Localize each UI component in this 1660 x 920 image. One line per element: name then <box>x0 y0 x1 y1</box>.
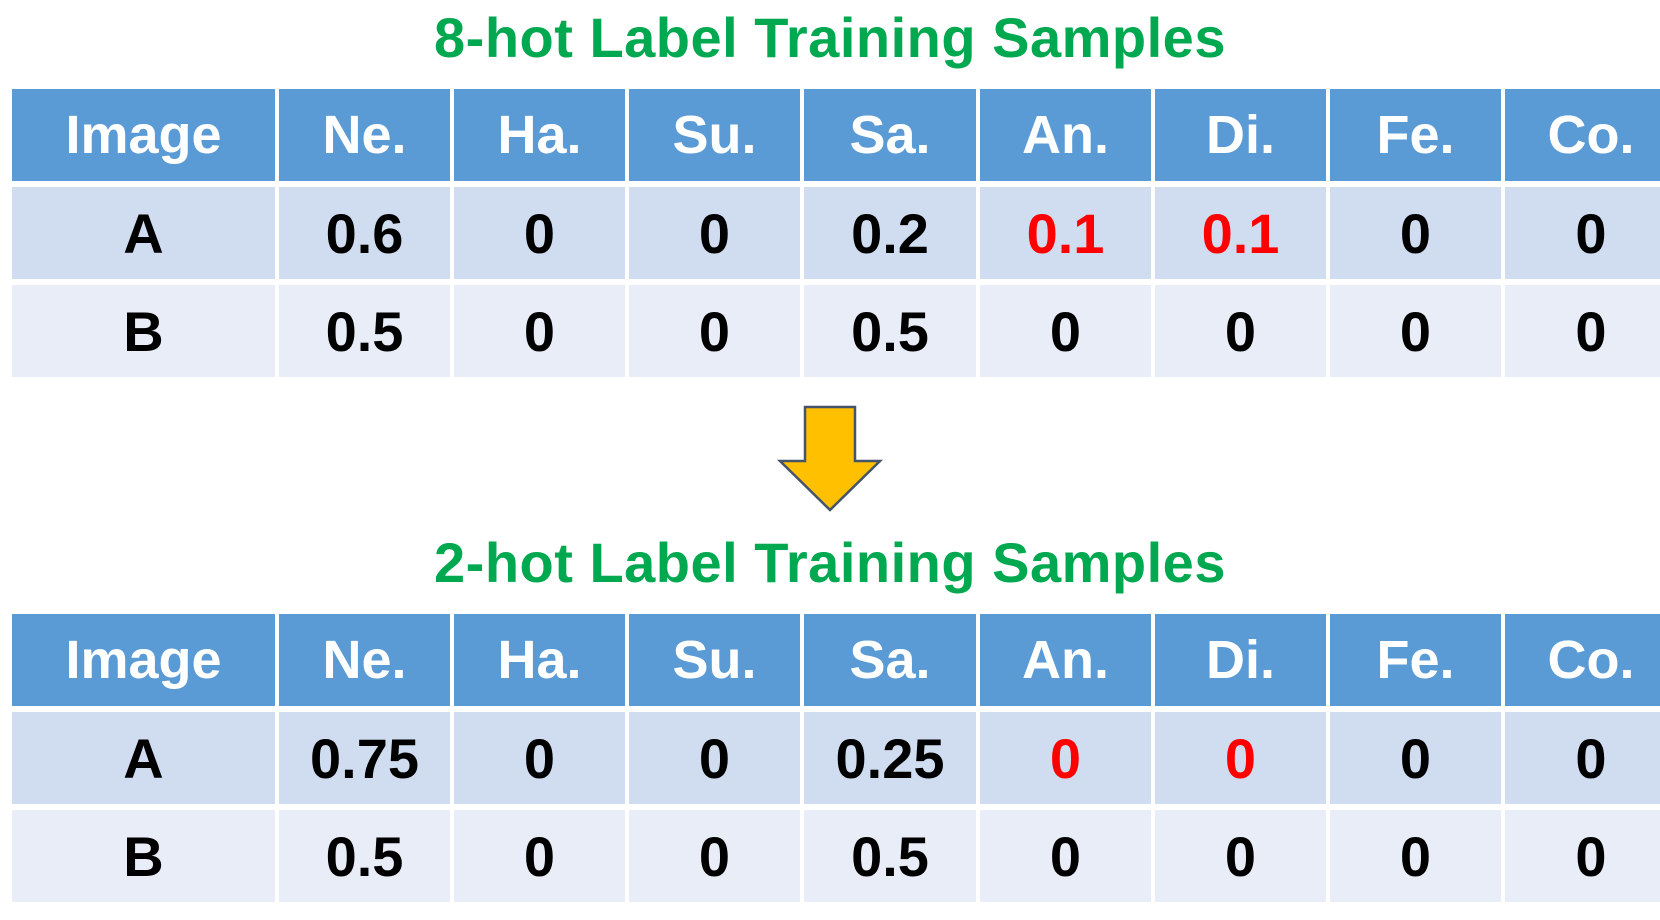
row-a-ha: 0 <box>454 712 625 804</box>
header-an: An. <box>980 614 1151 706</box>
row-b-di: 0 <box>1155 810 1326 902</box>
header-ne: Ne. <box>279 614 450 706</box>
bottom-table-title: 2-hot Label Training Samples <box>434 531 1226 594</box>
row-b-an: 0 <box>980 810 1151 902</box>
header-image: Image <box>12 89 275 181</box>
row-a-fe: 0 <box>1330 712 1501 804</box>
row-a-an-highlighted: 0 <box>980 712 1151 804</box>
header-co: Co. <box>1505 89 1660 181</box>
top-table-title: 8-hot Label Training Samples <box>434 6 1226 69</box>
row-b-image: B <box>12 285 275 377</box>
row-b-fe: 0 <box>1330 285 1501 377</box>
row-a-co: 0 <box>1505 187 1660 279</box>
row-b-image: B <box>12 810 275 902</box>
row-b-ne: 0.5 <box>279 810 450 902</box>
row-a-ha: 0 <box>454 187 625 279</box>
row-a-image: A <box>12 712 275 804</box>
header-ha: Ha. <box>454 89 625 181</box>
row-b-ha: 0 <box>454 810 625 902</box>
header-di: Di. <box>1155 614 1326 706</box>
row-a-ne: 0.75 <box>279 712 450 804</box>
row-b-su: 0 <box>629 810 800 902</box>
header-sa: Sa. <box>804 89 976 181</box>
bottom-label-table: Image Ne. Ha. Su. Sa. An. Di. Fe. Co. A … <box>12 614 1660 902</box>
row-b-an: 0 <box>980 285 1151 377</box>
header-an: An. <box>980 89 1151 181</box>
row-a-fe: 0 <box>1330 187 1501 279</box>
header-sa: Sa. <box>804 614 976 706</box>
row-b-sa: 0.5 <box>804 285 976 377</box>
row-b-co: 0 <box>1505 285 1660 377</box>
row-a-sa: 0.2 <box>804 187 976 279</box>
down-arrow-icon <box>776 405 884 512</box>
header-ha: Ha. <box>454 614 625 706</box>
row-b-su: 0 <box>629 285 800 377</box>
header-fe: Fe. <box>1330 89 1501 181</box>
row-a-image: A <box>12 187 275 279</box>
row-b-fe: 0 <box>1330 810 1501 902</box>
row-a-ne: 0.6 <box>279 187 450 279</box>
row-a-su: 0 <box>629 712 800 804</box>
row-a-su: 0 <box>629 187 800 279</box>
row-a-di-highlighted: 0 <box>1155 712 1326 804</box>
row-a-co: 0 <box>1505 712 1660 804</box>
row-b-co: 0 <box>1505 810 1660 902</box>
top-label-table: Image Ne. Ha. Su. Sa. An. Di. Fe. Co. A … <box>12 89 1660 377</box>
row-a-an-highlighted: 0.1 <box>980 187 1151 279</box>
header-di: Di. <box>1155 89 1326 181</box>
row-a-di-highlighted: 0.1 <box>1155 187 1326 279</box>
row-b-sa: 0.5 <box>804 810 976 902</box>
row-b-ne: 0.5 <box>279 285 450 377</box>
row-b-di: 0 <box>1155 285 1326 377</box>
header-image: Image <box>12 614 275 706</box>
header-fe: Fe. <box>1330 614 1501 706</box>
row-a-sa: 0.25 <box>804 712 976 804</box>
header-su: Su. <box>629 89 800 181</box>
header-co: Co. <box>1505 614 1660 706</box>
header-su: Su. <box>629 614 800 706</box>
header-ne: Ne. <box>279 89 450 181</box>
row-b-ha: 0 <box>454 285 625 377</box>
